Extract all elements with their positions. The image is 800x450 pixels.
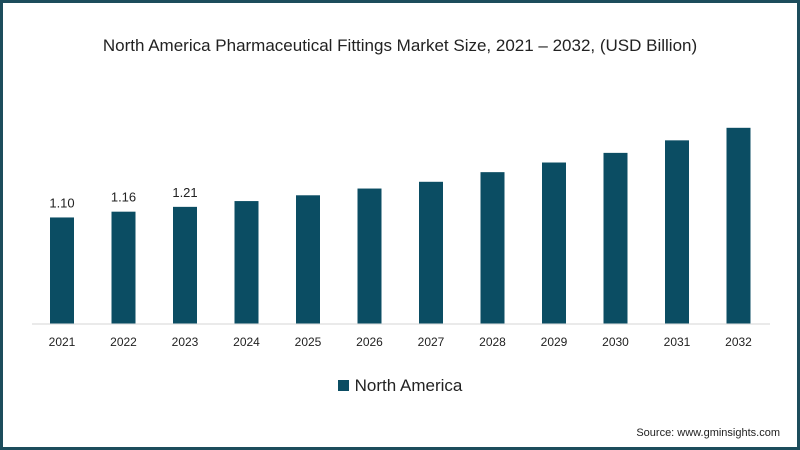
- bar-2032: [726, 127, 751, 324]
- legend-label: North America: [354, 376, 463, 395]
- chart-title: North America Pharmaceutical Fittings Ma…: [102, 36, 698, 55]
- bar-2027: [419, 181, 443, 324]
- x-tick-label: 2032: [725, 335, 752, 349]
- x-tick-label: 2028: [479, 335, 506, 349]
- legend-swatch: [337, 380, 349, 391]
- bar-2021: [50, 217, 74, 324]
- x-tick-label: 2026: [356, 335, 383, 349]
- data-label: 1.21: [172, 185, 197, 200]
- x-tick-label: 2022: [110, 335, 137, 349]
- data-label: 1.16: [111, 190, 136, 205]
- x-tick-label: 2027: [418, 335, 445, 349]
- x-tick-label: 2021: [49, 335, 76, 349]
- legend: North America: [0, 376, 800, 396]
- x-tick-label: 2030: [602, 335, 629, 349]
- bar-2023: [173, 206, 197, 324]
- bar-2024: [234, 201, 259, 324]
- bar-2026: [357, 188, 382, 324]
- source-note: Source: www.gminsights.com: [636, 427, 780, 439]
- bar-2022: [111, 211, 136, 324]
- data-label: 1.10: [49, 195, 74, 210]
- x-tick-label: 2029: [541, 335, 568, 349]
- x-tick-label: 2023: [172, 335, 199, 349]
- x-tick-label: 2031: [664, 335, 691, 349]
- bar-2025: [296, 195, 320, 324]
- bar-2031: [665, 140, 689, 324]
- bar-2028: [480, 172, 505, 324]
- bar-2029: [542, 162, 566, 324]
- bar-2030: [603, 152, 628, 324]
- x-tick-label: 2025: [295, 335, 322, 349]
- x-tick-label: 2024: [233, 335, 260, 349]
